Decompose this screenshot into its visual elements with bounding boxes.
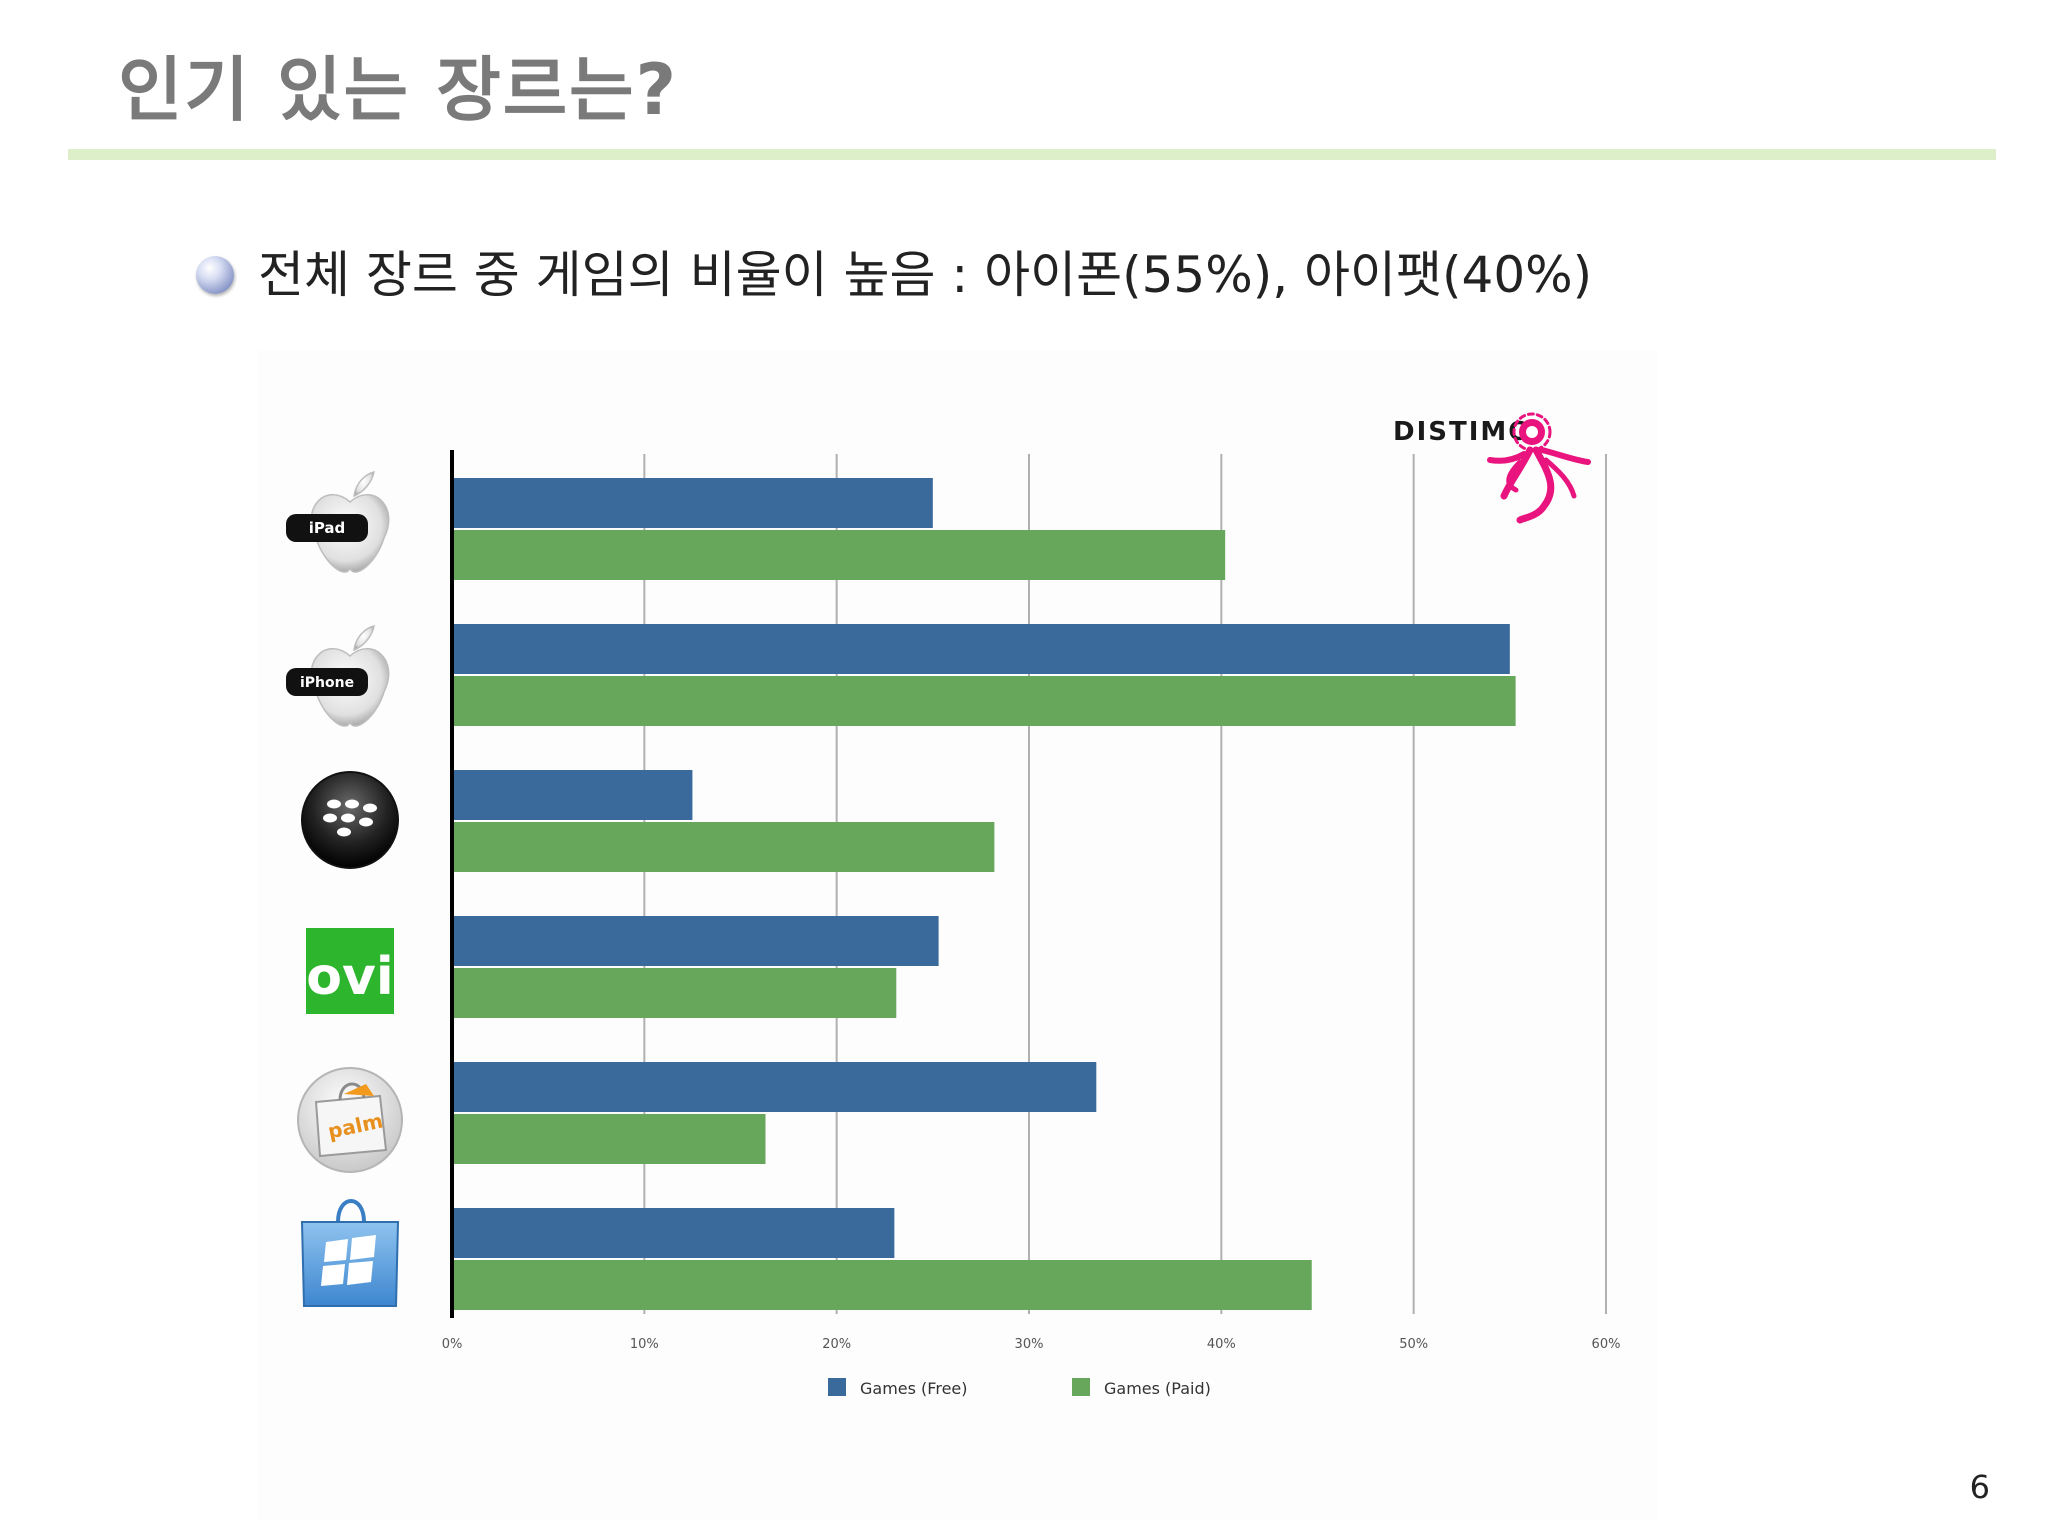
title-underline xyxy=(68,149,1996,160)
bullet-text: 전체 장르 중 게임의 비율이 높음 : 아이폰(55%), 아이팻(40%) xyxy=(258,246,1593,304)
octopus-icon xyxy=(1487,412,1591,524)
bar-paid xyxy=(452,968,897,1018)
windows-marketplace-logo xyxy=(300,1199,400,1307)
x-tick-label: 30% xyxy=(1015,1337,1044,1352)
legend-label-free: Games (Free) xyxy=(860,1379,968,1398)
x-tick-label: 40% xyxy=(1207,1337,1236,1352)
bar-free xyxy=(452,1062,1097,1112)
chart-area: 0% 10% 20% 30% 40% 50% 60% iPad iPhone xyxy=(258,350,1658,1520)
bar-paid xyxy=(452,1260,1312,1310)
bar-paid xyxy=(452,1114,766,1164)
x-tick-label: 60% xyxy=(1592,1337,1621,1352)
blackberry-logo xyxy=(301,771,399,869)
slide-title: 인기 있는 장르는? xyxy=(118,49,679,131)
x-tick-label: 50% xyxy=(1399,1337,1428,1352)
ovi-logo-text: ovi xyxy=(306,947,393,1007)
bar-paid xyxy=(452,530,1226,580)
x-tick-label: 10% xyxy=(630,1337,659,1352)
x-axis-ticks: 0% 10% 20% 30% 40% 50% 60% xyxy=(442,1337,1621,1352)
distimo-logo-text: DISTIMO xyxy=(1393,417,1532,447)
legend-swatch-free xyxy=(828,1378,846,1396)
bar-free xyxy=(452,1208,895,1258)
iphone-logo: iPhone xyxy=(286,624,390,727)
ipad-badge-text: iPad xyxy=(309,519,346,537)
palm-logo: palm xyxy=(297,1067,403,1173)
legend-label-paid: Games (Paid) xyxy=(1104,1379,1211,1398)
bar-free xyxy=(452,624,1510,674)
chart-legend: Games (Free) Games (Paid) xyxy=(828,1378,1211,1398)
bar-paid xyxy=(452,822,995,872)
bar-free xyxy=(452,478,933,528)
bar-chart: 0% 10% 20% 30% 40% 50% 60% iPad iPhone xyxy=(286,412,1621,1398)
bar-free xyxy=(452,916,939,966)
bars xyxy=(452,478,1516,1310)
page-number: 6 xyxy=(1969,1468,1990,1506)
bar-paid xyxy=(452,676,1516,726)
bullet-icon xyxy=(196,256,234,294)
legend-swatch-paid xyxy=(1072,1378,1090,1396)
grid-lines xyxy=(643,454,1607,1314)
x-tick-label: 0% xyxy=(442,1337,463,1352)
ovi-logo: ovi xyxy=(306,928,394,1014)
x-tick-label: 20% xyxy=(822,1337,851,1352)
distimo-logo: DISTIMO xyxy=(1393,412,1591,524)
ipad-logo: iPad xyxy=(286,470,390,573)
bar-free xyxy=(452,770,693,820)
iphone-badge-text: iPhone xyxy=(300,675,354,691)
